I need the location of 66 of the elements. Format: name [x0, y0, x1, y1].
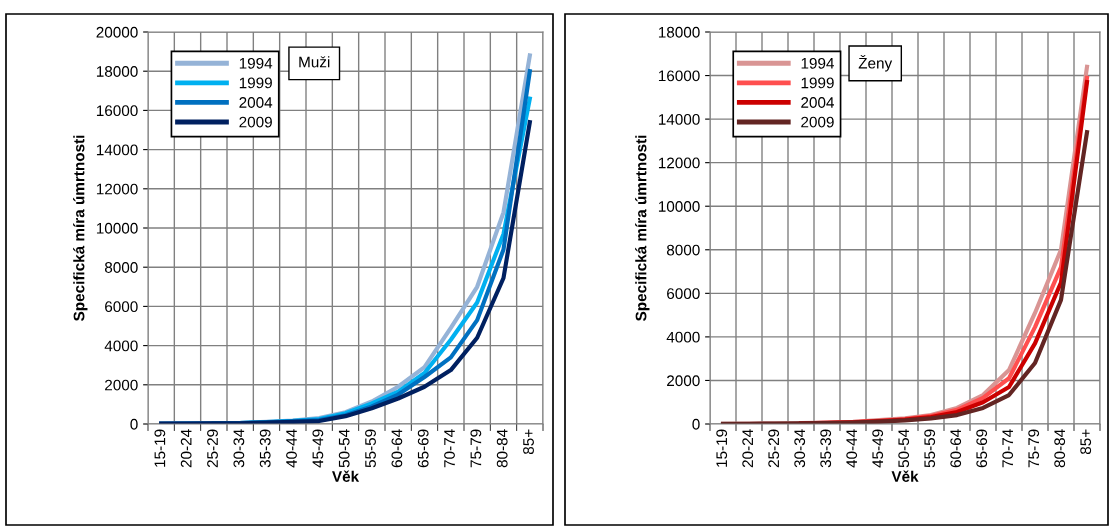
legend-label: 2004 — [239, 97, 273, 108]
y-tick-label: 0 — [130, 418, 138, 430]
legend-label: 1994 — [801, 57, 834, 69]
y-tick-label: 4000 — [666, 331, 700, 343]
x-tick-label: 50-54 — [898, 429, 910, 468]
x-tick-label: 40-44 — [846, 429, 858, 468]
x-tick-label: 35-39 — [259, 429, 271, 468]
legend-label: 2009 — [239, 116, 272, 128]
y-tick-label: 2000 — [105, 379, 138, 391]
y-tick-label: 2000 — [667, 375, 700, 387]
y-tick-label: 18000 — [96, 66, 138, 77]
y-tick-label: 6000 — [667, 288, 700, 300]
legend-label: 1999 — [801, 77, 834, 89]
x-tick-label: 40-44 — [286, 429, 297, 468]
x-tick-label: 25-29 — [768, 429, 780, 468]
x-tick-label: 50-54 — [338, 429, 350, 468]
x-tick-label: 70-74 — [444, 429, 455, 468]
x-tick-label: 20-24 — [742, 429, 754, 468]
y-tick-label: 8000 — [104, 262, 138, 273]
legend-label: 1999 — [239, 77, 272, 89]
y-tick-label: 4000 — [104, 340, 138, 352]
y-tick-label: 16000 — [96, 105, 138, 117]
y-tick-label: 18000 — [658, 26, 700, 38]
y-tick-label: 10000 — [658, 201, 700, 212]
y-axis-title: Specifická míra úmrtnosti — [635, 135, 650, 321]
line-series — [720, 130, 1090, 424]
x-tick-label: 80-84 — [496, 429, 508, 468]
x-tick-label: 80-84 — [1054, 429, 1066, 468]
x-tick-label: 85+ — [1080, 429, 1092, 455]
x-tick-label: 55-59 — [365, 429, 376, 468]
legend-label: 1994 — [239, 57, 273, 69]
y-tick-label: 10000 — [96, 222, 138, 234]
x-tick-label: 35-39 — [820, 429, 832, 468]
annotation: Ženy — [858, 55, 893, 72]
y-tick-label: 12000 — [658, 157, 700, 169]
x-tick-label: 75-79 — [1028, 429, 1040, 468]
legend-label: 2004 — [801, 97, 834, 108]
x-tick-label: 20-24 — [180, 429, 192, 468]
x-tick-label: 30-34 — [233, 429, 245, 468]
x-tick-label: 55-59 — [924, 429, 936, 468]
x-tick-label: 45-49 — [872, 429, 884, 468]
x-axis-title: Věk — [891, 470, 919, 482]
y-tick-label: 8000 — [666, 244, 700, 256]
y-tick-label: 0 — [692, 418, 700, 430]
x-tick-label: 70-74 — [1002, 429, 1014, 468]
x-tick-label: 15-19 — [154, 429, 166, 467]
y-tick-label: 20000 — [96, 26, 138, 38]
x-tick-label: 30-34 — [794, 429, 806, 468]
y-tick-label: 16000 — [658, 70, 700, 82]
y-tick-label: 14000 — [658, 113, 700, 125]
x-tick-label: 60-64 — [950, 429, 962, 468]
x-tick-label: 75-79 — [470, 429, 482, 468]
x-tick-label: 25-29 — [207, 429, 218, 468]
x-tick-label: 65-69 — [417, 429, 429, 468]
y-axis-title: Specifická míra úmrtnosti — [73, 135, 88, 321]
x-tick-label: 15-19 — [716, 429, 728, 467]
x-axis-title: Věk — [332, 470, 360, 482]
x-tick-label: 45-49 — [312, 429, 324, 468]
x-tick-label: 60-64 — [391, 429, 403, 468]
x-tick-label: 85+ — [523, 429, 534, 455]
y-tick-label: 14000 — [96, 144, 138, 156]
y-tick-label: 6000 — [105, 301, 138, 313]
y-tick-label: 12000 — [96, 183, 138, 195]
annotation: Muži — [299, 56, 330, 68]
legend-label: 2009 — [801, 116, 834, 128]
x-tick-label: 65-69 — [976, 429, 988, 468]
